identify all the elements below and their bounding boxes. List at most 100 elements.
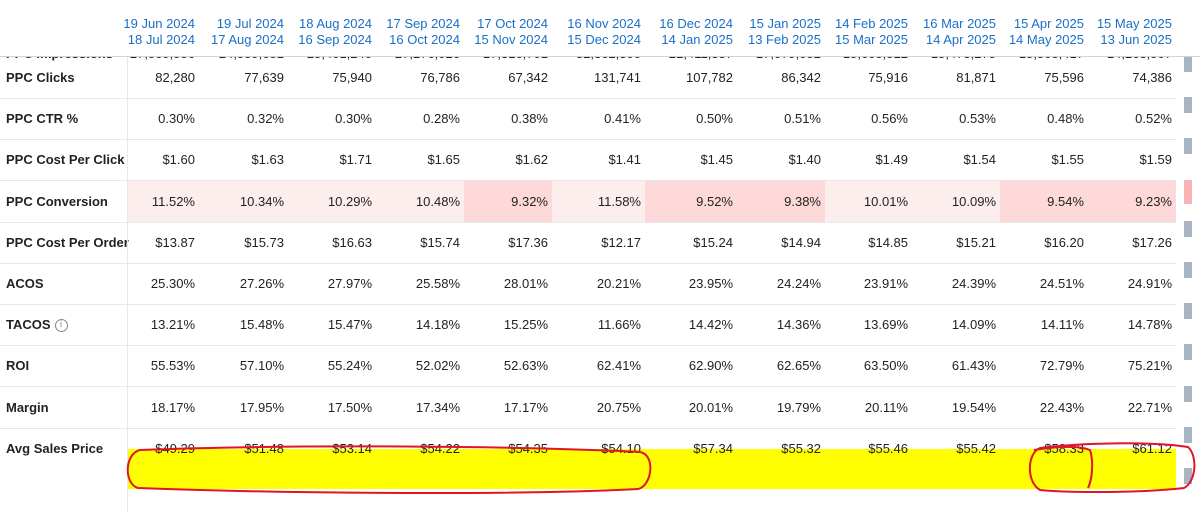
table-cell: 25.30% (150, 276, 195, 291)
table-cell: $14.85 (868, 234, 908, 250)
column-header-period[interactable]: 17 Sep 2024 16 Oct 2024 (372, 16, 460, 48)
table-cell: 9.54% (1047, 193, 1084, 209)
table-cell: 13.69% (863, 317, 908, 333)
period-end-date: 15 Nov 2024 (474, 32, 548, 47)
period-end-date: 14 Apr 2025 (925, 32, 996, 47)
table-cell: 55.53% (150, 358, 195, 374)
table-cell: $57.34 (693, 440, 733, 456)
conversion-heat-cell (912, 180, 1000, 222)
conversion-heat-cell (1000, 180, 1088, 222)
table-cell: 0.30% (335, 111, 372, 127)
table-cell: 55.24% (327, 358, 372, 374)
column-header-period[interactable]: 15 Jan 2025 13 Feb 2025 (733, 16, 821, 48)
table-cell: 10.09% (951, 193, 996, 209)
row-label-text: PPC Cost Per Order (6, 234, 129, 250)
table-cell: 67,342 (508, 70, 548, 85)
column-header-period[interactable]: 17 Oct 2024 15 Nov 2024 (460, 16, 548, 48)
table-cell: $53.14 (332, 440, 372, 456)
conversion-heat-cell (199, 180, 288, 222)
table-cell: 22.43% (1039, 399, 1084, 415)
table-cell: 131,741 (594, 70, 641, 85)
table-cell: $16.63 (332, 234, 372, 250)
column-header-period[interactable]: 15 May 2025 13 Jun 2025 (1084, 16, 1172, 48)
table-cell: $61.12 (1132, 440, 1172, 456)
row-label-text: ROI (6, 358, 30, 374)
table-cell: 9.52% (696, 193, 733, 209)
table-cell: 10.48% (415, 193, 460, 209)
period-start-date: 15 Jan 2025 (749, 16, 821, 31)
column-header-period[interactable]: 16 Mar 2025 14 Apr 2025 (908, 16, 996, 48)
period-start-date: 16 Dec 2024 (659, 16, 733, 31)
table-row: Margin 18.17% 17.95% 17.50% 17.34% 17.17% 20.7… (0, 387, 1176, 429)
table-cell: $15.74 (420, 234, 460, 250)
period-end-date: 16 Sep 2024 (298, 32, 372, 47)
row-label: ACOS (6, 263, 44, 304)
table-cell: 75,940 (332, 70, 372, 85)
table-cell: 10.34% (239, 193, 284, 209)
table-cell: 17.95% (239, 399, 284, 415)
row-label-text: Avg Sales Price (6, 440, 104, 456)
row-label: PPC Conversion (6, 181, 108, 222)
column-header-period[interactable]: 18 Aug 2024 16 Sep 2024 (284, 16, 372, 48)
table-cell: 0.30% (158, 111, 195, 127)
table-cell: 24.51% (1039, 276, 1084, 291)
table-cell: $1.49 (875, 152, 908, 168)
period-start-date: 17 Oct 2024 (477, 16, 548, 31)
row-label: PPC CTR % (6, 98, 78, 139)
row-indicator-mark (1184, 97, 1192, 114)
table-cell: 61.43% (951, 358, 996, 374)
row-indicator-mark (1184, 344, 1192, 361)
table-cell: 62.41% (596, 358, 641, 374)
table-cell: 14.78% (1127, 317, 1172, 333)
row-label: TACOS i (6, 304, 68, 345)
row-indicator-mark (1184, 385, 1192, 402)
table-row: PPC Cost Per Click $1.60 $1.63 $1.71 $1.65 $1… (0, 139, 1176, 182)
row-indicator-mark (1184, 179, 1192, 204)
table-row: ACOS 25.30% 27.26% 27.97% 25.58% 28.01% 20.21%… (0, 263, 1176, 305)
row-indicator-mark (1184, 220, 1192, 237)
table-cell: 17.50% (327, 399, 372, 415)
table-cell: $16.20 (1044, 234, 1084, 250)
column-header-period[interactable]: 16 Nov 2024 15 Dec 2024 (553, 16, 641, 48)
row-indicator-mark (1184, 138, 1192, 155)
table-cell: 23.95% (688, 276, 733, 291)
column-header-period[interactable]: 14 Feb 2025 15 Mar 2025 (820, 16, 908, 48)
row-label: Avg Sales Price (6, 428, 103, 469)
table-cell: 14.36% (776, 317, 821, 333)
table-cell: $14.94 (781, 234, 821, 250)
period-end-date: 15 Dec 2024 (567, 32, 641, 47)
info-icon[interactable]: i (54, 319, 68, 333)
table-cell: $55.42 (956, 440, 996, 456)
row-indicator-mark (1184, 262, 1192, 278)
table-cell: 27.26% (239, 276, 284, 291)
table-cell: 17.34% (415, 399, 460, 415)
table-cell: 52.02% (415, 358, 460, 374)
table-cell: 15.47% (327, 317, 372, 333)
table-cell: 17.17% (503, 399, 548, 415)
table-cell: 62.65% (776, 358, 821, 374)
table-cell: 52.63% (503, 358, 548, 374)
table-cell: $17.26 (1132, 234, 1172, 250)
period-end-date: 14 Jan 2025 (661, 32, 733, 47)
table-cell: 24.24% (776, 276, 821, 291)
table-cell: 0.52% (1135, 111, 1172, 127)
table-cell: 82,280 (155, 70, 195, 85)
table-cell: 19.54% (951, 399, 996, 415)
column-header-period[interactable]: 19 Jun 2024 18 Jul 2024 (107, 16, 195, 48)
row-label: Margin (6, 387, 49, 428)
table-cell: $55.32 (781, 440, 821, 456)
table-cell: $1.65 (427, 152, 460, 168)
table-cell: 11.66% (597, 317, 641, 333)
table-cell: $1.59 (1139, 152, 1172, 168)
period-start-date: 14 Feb 2025 (834, 16, 908, 31)
conversion-heat-cell (645, 180, 737, 222)
table-cell: 9.23% (1135, 193, 1172, 209)
table-cell: 20.11% (864, 399, 908, 415)
column-header-period[interactable]: 16 Dec 2024 14 Jan 2025 (645, 16, 733, 48)
period-end-date: 17 Aug 2024 (210, 32, 284, 47)
conversion-heat-cell (464, 180, 552, 222)
column-header-period[interactable]: 15 Apr 2025 14 May 2025 (996, 16, 1084, 48)
column-header-period[interactable]: 19 Jul 2024 17 Aug 2024 (196, 16, 284, 48)
table-cell: 22.71% (1127, 399, 1172, 415)
table-cell: 19.79% (776, 399, 821, 415)
